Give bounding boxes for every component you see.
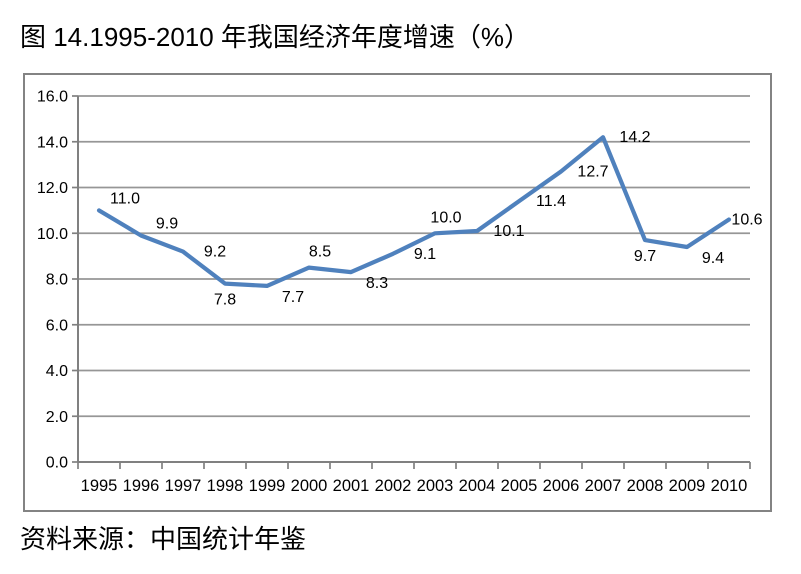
data-label: 9.9 (156, 216, 178, 233)
x-tick-label: 1998 (207, 477, 244, 495)
x-tick-label: 2003 (417, 477, 454, 495)
x-tick-label: 1996 (123, 477, 160, 495)
y-tick-label: 10.0 (37, 226, 68, 243)
y-tick-label: 0.0 (46, 455, 68, 472)
x-tick-label: 2007 (585, 477, 622, 495)
x-tick-label: 2002 (375, 477, 412, 495)
x-tick-label: 1997 (165, 477, 202, 495)
x-tick-label: 2009 (669, 477, 706, 495)
y-tick-label: 14.0 (37, 134, 68, 151)
y-tick-label: 2.0 (46, 409, 68, 426)
y-tick-label: 4.0 (46, 363, 68, 380)
data-label: 8.3 (366, 275, 388, 292)
x-tick-label: 2008 (627, 477, 664, 495)
data-label: 9.7 (634, 248, 656, 265)
data-label: 9.2 (204, 244, 226, 261)
x-tick-label: 2001 (333, 477, 370, 495)
y-tick-label: 12.0 (37, 180, 68, 197)
data-label: 10.0 (430, 209, 461, 226)
data-label: 9.1 (414, 246, 436, 263)
data-label: 12.7 (577, 163, 608, 180)
y-tick-label: 16.0 (37, 89, 68, 106)
data-label: 11.0 (110, 190, 140, 207)
y-tick-label: 6.0 (46, 317, 68, 334)
x-tick-label: 2006 (543, 477, 580, 495)
data-label: 10.6 (731, 212, 762, 229)
source-note: 资料来源：中国统计年鉴 (20, 524, 307, 554)
x-tick-label: 2005 (501, 477, 538, 495)
data-line (96, 135, 732, 288)
x-tick-label: 1999 (249, 477, 286, 495)
line-chart-svg: 0.0 2.0 4.0 6.0 8.0 10.0 12.0 14.0 16.0 1995 1996 1… (37, 89, 763, 496)
x-tick-label: 1995 (81, 477, 118, 495)
x-tick-label: 2004 (459, 477, 496, 495)
data-label: 8.5 (309, 244, 331, 261)
data-label: 10.1 (493, 223, 524, 240)
y-tick-label: 8.0 (46, 272, 68, 289)
data-label: 11.4 (536, 193, 566, 210)
chart-title: 图 14.1995-2010 年我国经济年度增速（%） (20, 22, 531, 52)
chart-area: 0.0 2.0 4.0 6.0 8.0 10.0 12.0 14.0 16.0 1995 1996 1… (23, 73, 772, 512)
x-tick-label: 2000 (291, 477, 328, 495)
data-label: 7.8 (214, 292, 236, 309)
data-label: 14.2 (619, 129, 650, 146)
x-tick-label: 2010 (711, 477, 748, 495)
data-label: 9.4 (702, 250, 724, 267)
data-label: 7.7 (282, 289, 304, 306)
